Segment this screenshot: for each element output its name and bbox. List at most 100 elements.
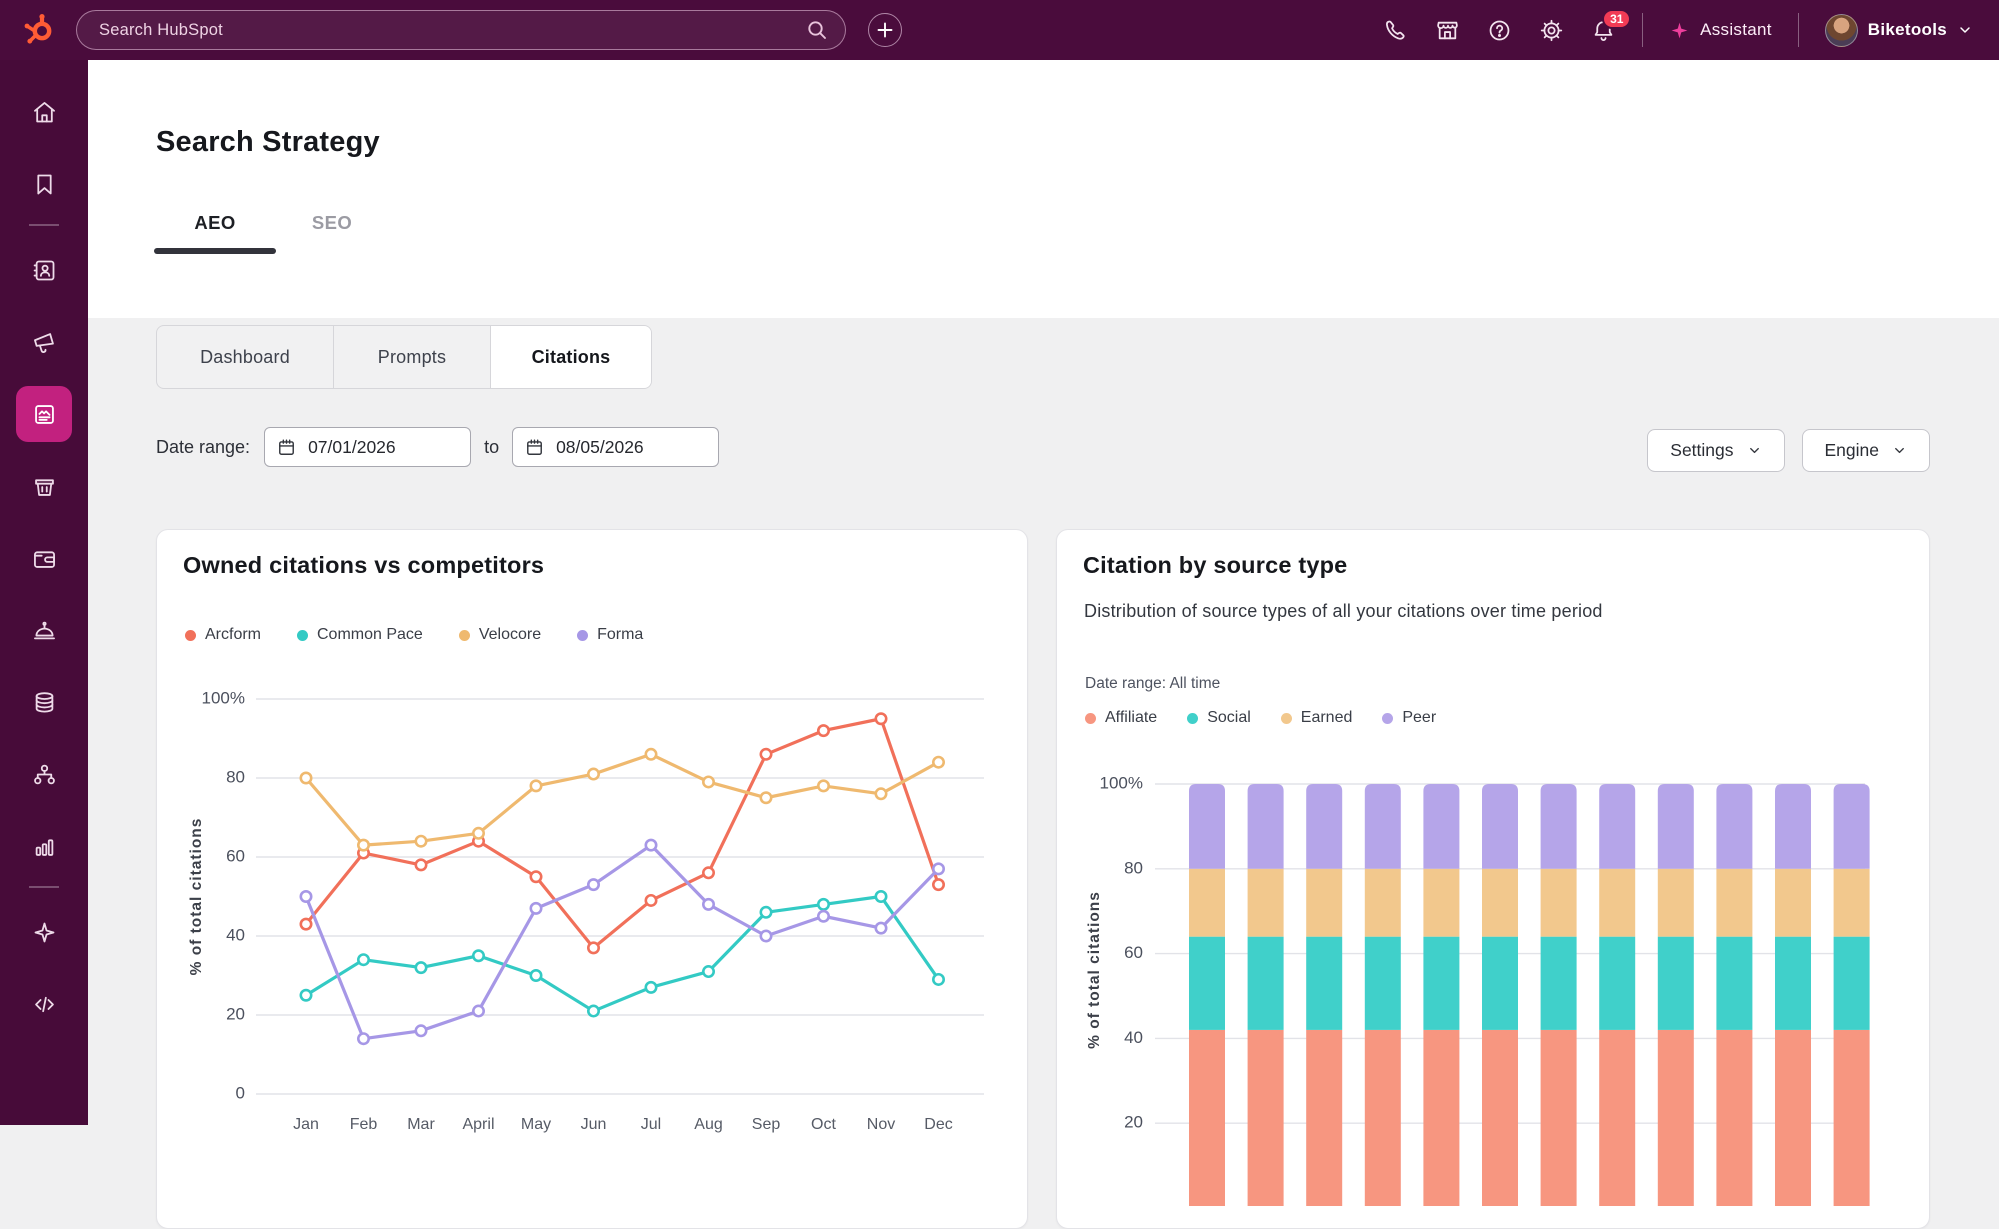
sidebar-item-contacts[interactable] [16, 248, 72, 292]
settings-button[interactable] [1538, 17, 1564, 43]
calendar-icon [279, 439, 295, 455]
avatar [1824, 13, 1858, 47]
tab-seo-label: SEO [311, 212, 353, 233]
legend-item: Earned [1280, 709, 1353, 727]
segment-social [1423, 936, 1460, 1030]
to-label: to [484, 436, 500, 457]
svg-text:40: 40 [226, 925, 245, 944]
segment-earned [1599, 868, 1636, 937]
segment-earned [1247, 868, 1284, 937]
segment-earned [1189, 868, 1225, 937]
tab-dashboard[interactable]: Dashboard [157, 326, 334, 388]
segment-peer [1423, 784, 1460, 869]
sidebar-item-payments[interactable] [16, 536, 72, 580]
settings-dropdown-button[interactable]: Settings [1647, 429, 1785, 472]
sidebar-item-commerce[interactable] [16, 464, 72, 508]
date-end-field[interactable] [512, 427, 720, 467]
segment-affiliate [1657, 1029, 1694, 1206]
segment-affiliate [1540, 1029, 1577, 1206]
notifications-button[interactable]: 31 [1590, 9, 1632, 43]
segment-peer [1247, 784, 1284, 869]
sidebar-item-ai[interactable] [16, 910, 72, 954]
tab-citations[interactable]: Citations [491, 326, 651, 388]
legend-dot [297, 629, 308, 641]
segment-peer [1599, 784, 1636, 869]
sidebar-item-data[interactable] [16, 680, 72, 724]
wallet-icon [33, 550, 55, 568]
legend-label: Velocore [478, 626, 542, 643]
bar-4 [1364, 784, 1401, 1206]
legend-dot [458, 629, 470, 641]
date-start-input[interactable] [306, 435, 459, 459]
segment-peer [1716, 784, 1753, 869]
segment-social [1833, 936, 1870, 1030]
svg-text:80: 80 [1124, 858, 1143, 877]
sidebar-item-reporting[interactable] [16, 824, 72, 868]
tab-dashboard-label: Dashboard [200, 346, 290, 367]
search-input[interactable] [97, 19, 805, 41]
legend-item: Forma [577, 626, 643, 644]
segment-peer [1833, 784, 1870, 869]
hubspot-logo[interactable] [18, 10, 58, 50]
segment-earned [1833, 868, 1870, 937]
calling-button[interactable] [1382, 17, 1408, 43]
legend-label: Earned [1300, 709, 1353, 726]
segment-affiliate [1306, 1029, 1343, 1206]
owned-citations-legend: Arcform Common Pace Velocore Forma [185, 626, 643, 644]
legend-dot [577, 629, 589, 641]
date-start-field[interactable] [264, 427, 472, 467]
legend-label: Arcform [205, 626, 261, 643]
svg-text:% of total citations: % of total citations [188, 818, 205, 976]
tab-aeo[interactable]: AEO [154, 192, 276, 254]
phone-icon [1385, 20, 1405, 40]
source-type-chart[interactable]: 20 40 60 80 100% % of total citations [1077, 756, 1917, 1206]
sidebar-item-home[interactable] [16, 90, 72, 134]
segment-affiliate [1716, 1029, 1753, 1206]
svg-text:60: 60 [1124, 943, 1143, 962]
gear-icon [1540, 19, 1562, 41]
sidebar-item-developer[interactable] [16, 982, 72, 1026]
legend-label: Forma [597, 626, 644, 643]
segment-peer [1306, 784, 1343, 869]
create-button[interactable] [868, 13, 902, 47]
sparkle-icon [1671, 22, 1688, 38]
basket-icon [34, 478, 54, 496]
segment-earned [1716, 868, 1753, 937]
engine-dropdown-button[interactable]: Engine [1801, 429, 1930, 472]
chevron-down-icon [1895, 447, 1904, 454]
segment-social [1364, 936, 1401, 1030]
primary-tabs: AEO SEO [154, 192, 388, 254]
tab-prompts[interactable]: Prompts [334, 326, 491, 388]
content-icon [34, 404, 54, 424]
source-type-legend: Affiliate Social Earned Peer [1085, 709, 1436, 727]
legend-item: Affiliate [1085, 709, 1157, 727]
segment-earned [1775, 868, 1811, 937]
segment-peer [1189, 784, 1225, 869]
segment-affiliate [1247, 1029, 1284, 1206]
series-arcform [299, 712, 945, 955]
sidebar-item-bookmarks[interactable] [16, 162, 72, 206]
series-common-pace [299, 890, 945, 1018]
account-menu[interactable]: Biketools [1824, 13, 1973, 47]
marketplace-button[interactable] [1434, 17, 1460, 43]
segment-social [1716, 936, 1753, 1030]
series-velocore [299, 747, 945, 852]
sidebar-item-content[interactable] [16, 386, 72, 442]
sidebar-item-automation[interactable] [16, 752, 72, 796]
search-icon[interactable] [805, 18, 829, 42]
assistant-button[interactable]: Assistant [1669, 20, 1772, 41]
bar-7 [1540, 784, 1577, 1206]
calendar-icon [527, 439, 543, 455]
date-end-input[interactable] [554, 435, 707, 459]
help-button[interactable] [1486, 17, 1512, 43]
assistant-label: Assistant [1700, 20, 1772, 39]
sidebar-item-marketing[interactable] [16, 320, 72, 364]
page-title: Search Strategy [156, 126, 380, 158]
tab-seo[interactable]: SEO [276, 192, 388, 254]
sidebar-item-service[interactable] [16, 608, 72, 652]
tab-prompts-label: Prompts [377, 346, 447, 367]
bar-11 [1775, 784, 1811, 1206]
segment-social [1306, 936, 1343, 1030]
owned-citations-title: Owned citations vs competitors [183, 552, 545, 578]
